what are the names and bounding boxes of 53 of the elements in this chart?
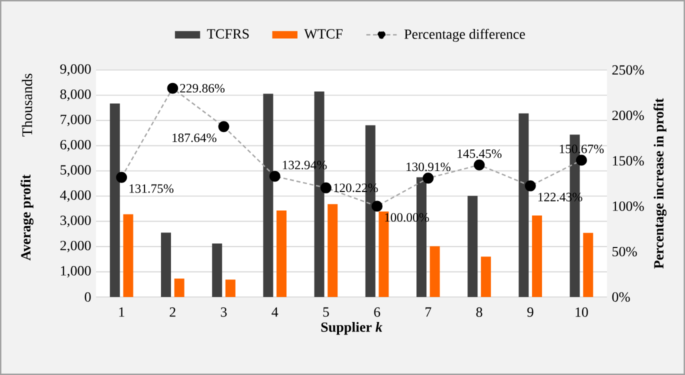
x-tick-label: 5 <box>323 307 329 317</box>
x-tick-label: 9 <box>527 307 534 317</box>
x-tick-label: 4 <box>272 307 278 317</box>
y2-tick-label: 100% <box>612 201 644 211</box>
bar <box>212 244 222 297</box>
y-tick-label: 0 <box>84 292 91 302</box>
data-label: 130.91% <box>406 162 450 172</box>
y-tick-label: 6,000 <box>60 140 91 152</box>
bar <box>174 278 184 297</box>
x-tick-label: 8 <box>476 307 482 317</box>
legend-label: WTCF <box>304 29 343 39</box>
x-tick-label: 6 <box>374 307 380 317</box>
data-label: 187.64% <box>172 134 216 142</box>
x-tick-label: 7 <box>426 307 432 317</box>
y2-tick-label: 150% <box>612 156 644 166</box>
y-tick-label: 5,000 <box>60 165 91 177</box>
bar <box>263 94 274 297</box>
y-tick-label: 4,000 <box>60 190 91 202</box>
bar <box>328 204 338 297</box>
legend-label: Percentage difference <box>404 28 525 42</box>
y-tick-label: 7,000 <box>60 114 91 126</box>
y2-tick-label: 50% <box>612 246 637 256</box>
bar <box>518 113 529 297</box>
y-tick-label: 9,000 <box>60 64 91 76</box>
bar <box>430 246 440 297</box>
bar <box>160 232 171 297</box>
y2-tick-label: 0% <box>612 292 630 302</box>
data-label: 131.75% <box>130 184 174 193</box>
bar <box>532 216 542 297</box>
x-tick-label: 2 <box>170 307 176 317</box>
y2-tick-label: 200% <box>612 110 644 120</box>
y2-tick-label: 250% <box>612 65 644 75</box>
bar <box>480 256 491 297</box>
bar <box>123 214 134 297</box>
bar <box>225 280 236 297</box>
y-tick-label: 3,000 <box>60 216 91 228</box>
bar <box>110 104 120 297</box>
x-tick-label: 3 <box>220 307 227 317</box>
data-label: 145.45% <box>458 149 502 158</box>
bar <box>468 196 478 297</box>
y-axis-title: Average profit <box>20 174 34 260</box>
y2-axis-title: Percentage increase in profit <box>654 98 666 269</box>
y-tick-label: 8,000 <box>60 90 91 101</box>
x-axis-title: Supplier k <box>321 322 382 335</box>
data-label: 229.86% <box>180 84 225 93</box>
x-tick-label: 1 <box>119 307 124 317</box>
bar <box>583 232 594 297</box>
x-tick-label: 10 <box>576 307 588 317</box>
bar <box>276 210 287 297</box>
text: Thousands <box>22 74 32 136</box>
y-tick-label: 2,000 <box>60 240 91 252</box>
y-tick-label: 1,000 <box>61 266 91 278</box>
legend-label: TCFRS <box>207 29 249 39</box>
